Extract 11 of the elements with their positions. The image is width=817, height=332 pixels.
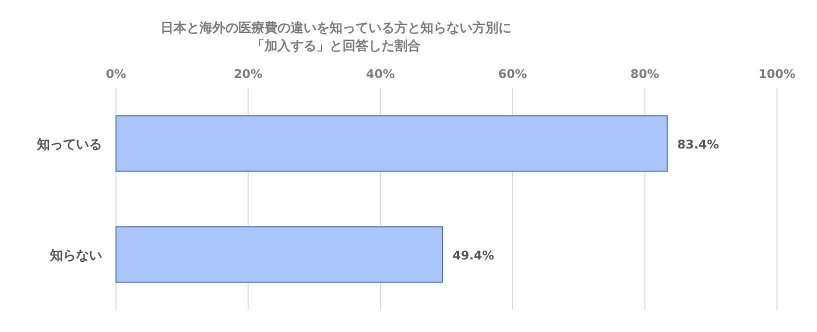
y-tick-label: 知らない xyxy=(49,248,102,264)
x-tick-label: 60% xyxy=(498,67,527,81)
x-tick-label: 80% xyxy=(630,67,660,81)
data-label: 83.4% xyxy=(677,138,719,152)
x-tick-label: 20% xyxy=(234,67,263,81)
x-tick-label: 0% xyxy=(106,67,126,81)
x-tick-label: 40% xyxy=(366,67,395,81)
x-tick-label: 100% xyxy=(758,67,796,81)
y-tick-label: 知っている xyxy=(36,138,102,152)
data-label: 49.4% xyxy=(452,248,494,262)
chart-title: 日本と海外の医療費の違いを知っている方と知らない方別に「加入する」と回答した割合 xyxy=(160,20,512,56)
